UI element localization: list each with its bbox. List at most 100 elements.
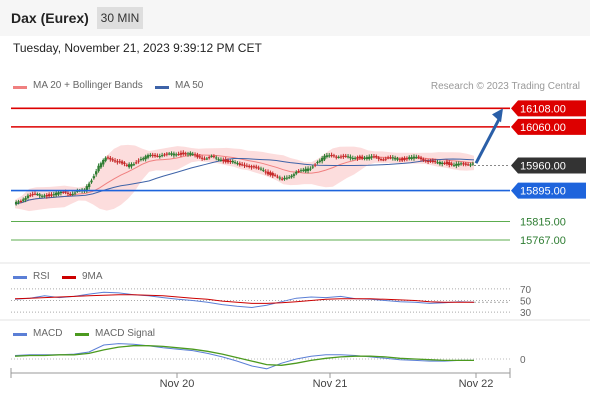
candle-body [104, 157, 107, 161]
candle-body [299, 170, 303, 172]
candle-body [441, 162, 444, 164]
candle-body [405, 158, 409, 160]
candle-body [87, 183, 91, 188]
candle-body [158, 156, 161, 158]
candle-body [26, 195, 30, 198]
candle-body [370, 156, 373, 158]
pivot-level-label: 15895.00 [520, 186, 566, 198]
candle-body [469, 164, 472, 166]
candle-body [283, 177, 286, 180]
candle-body [318, 160, 322, 162]
candle-body [412, 156, 416, 159]
candle-body [47, 194, 51, 197]
candle-body [127, 164, 131, 168]
candle-body [365, 157, 369, 160]
candle-body [269, 172, 272, 176]
candle-body [156, 155, 159, 157]
candle-body [229, 160, 232, 162]
candle-body [167, 153, 171, 155]
timeframe-button[interactable]: 30 MIN [97, 7, 143, 29]
candle-body [66, 192, 70, 194]
candle-body [424, 160, 427, 162]
resistance-level-label: 16060.00 [520, 122, 566, 134]
ma20-legend-label: MA 20 + Bollinger Bands [33, 80, 143, 91]
candle-body [316, 162, 319, 164]
candle-body [186, 153, 190, 155]
candle-body [431, 160, 435, 162]
candle-body [102, 159, 105, 165]
candle-body [43, 195, 46, 197]
candle-body [113, 160, 117, 162]
candle-body [368, 156, 371, 159]
candle-body [165, 153, 169, 155]
candle-body [313, 164, 317, 166]
candle-body [231, 160, 234, 163]
rsi-line [14, 291, 475, 309]
candle-body [471, 163, 475, 165]
candle-body [278, 177, 282, 179]
candle-body [184, 153, 187, 155]
candle-body [160, 155, 164, 157]
macd-signal-legend-swatch [75, 333, 89, 336]
candle-body [57, 192, 60, 195]
candle-body [130, 164, 133, 167]
x-axis-tick-label: Nov 21 [313, 378, 348, 390]
candle-body [76, 190, 79, 192]
candle-body [151, 154, 154, 156]
candle-body [38, 194, 41, 196]
candle-body [391, 157, 394, 159]
candle-body [139, 159, 143, 161]
rsi-level-label: 70 [520, 285, 532, 296]
rsi-level-label: 50 [520, 297, 532, 308]
candle-body [73, 192, 77, 194]
candle-body [207, 157, 211, 159]
resistance-level-tag [511, 100, 586, 117]
candle-body [396, 158, 399, 160]
candle-body [203, 158, 206, 160]
rsi-level-label: 30 [520, 308, 532, 319]
candle-body [132, 164, 136, 166]
candle-body [222, 159, 225, 162]
candle-body [320, 157, 324, 162]
candle-body [29, 195, 32, 197]
candle-body [398, 159, 402, 161]
candle-body [250, 166, 253, 168]
candle-body [342, 155, 345, 157]
bollinger-band [15, 144, 474, 212]
candle-body [245, 165, 249, 167]
macd-signal-line [14, 345, 474, 366]
candle-body [52, 194, 56, 196]
candle-body [149, 154, 152, 156]
rsi-ma-legend-label: 9MA [82, 271, 103, 282]
candle-body [217, 159, 220, 161]
candle-body [422, 159, 425, 161]
candle-body [280, 178, 284, 180]
candle-body [311, 166, 314, 168]
support-level-label: 15767.00 [520, 235, 566, 247]
candle-body [125, 164, 129, 166]
candle-body [219, 159, 223, 161]
candle-body [200, 157, 204, 159]
candle-body [40, 195, 44, 197]
macd-legend-swatch [13, 333, 27, 336]
candle-body [172, 153, 176, 156]
candle-body [266, 171, 270, 175]
pivot-level-tag [511, 182, 586, 199]
ma50-line [14, 158, 475, 205]
macd-signal-legend-label: MACD Signal [95, 328, 156, 339]
candle-body [50, 194, 53, 196]
candle-body [99, 163, 103, 168]
instrument-title: Dax (Eurex) [11, 10, 89, 26]
rsi-legend-label: RSI [33, 271, 50, 282]
copyright-text: Research © 2023 Trading Central [430, 81, 580, 92]
candle-body [252, 166, 256, 168]
candle-body [198, 156, 201, 158]
candle-body [295, 171, 298, 174]
candle-body [452, 164, 456, 166]
resistance-level-tag [511, 118, 586, 135]
current-level-label: 15960.00 [520, 160, 566, 172]
candle-body [71, 193, 74, 195]
candle-body [415, 157, 418, 159]
candle-body [393, 158, 397, 160]
